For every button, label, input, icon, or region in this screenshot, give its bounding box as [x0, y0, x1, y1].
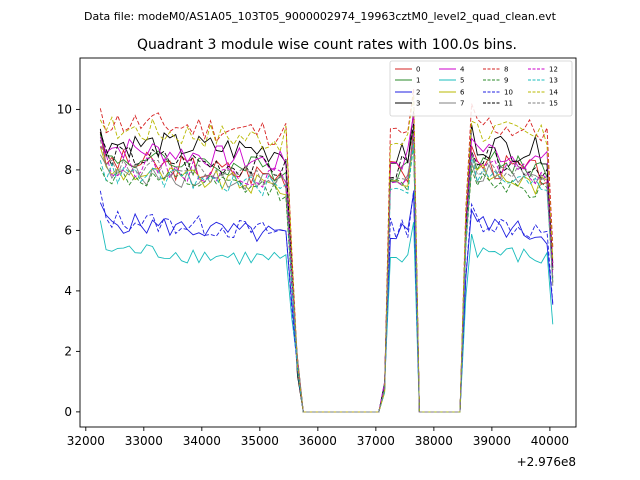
legend-label-10: 10	[504, 89, 513, 97]
y-tick-label: 0	[64, 405, 72, 419]
legend-label-5: 5	[460, 77, 464, 85]
series-lines	[99, 88, 554, 413]
x-tick-label: 39000	[473, 434, 511, 448]
legend-label-1: 1	[416, 77, 420, 85]
series-line-13	[99, 142, 554, 413]
y-tick-label: 4	[64, 284, 72, 298]
legend-label-7: 7	[460, 100, 464, 108]
series-line-15	[99, 136, 554, 413]
series-line-5	[99, 220, 554, 413]
legend-label-6: 6	[460, 89, 465, 97]
x-tick-label: 38000	[415, 434, 453, 448]
legend-label-9: 9	[504, 77, 508, 85]
x-tick-label: 35000	[241, 434, 279, 448]
y-tick-label: 8	[64, 163, 72, 177]
data-file-label: Data file: modeM0/AS1A05_103T05_90000029…	[84, 10, 557, 23]
series-line-2	[99, 193, 554, 413]
series-line-8	[99, 88, 554, 413]
series-line-6	[99, 139, 554, 413]
x-tick-label: 36000	[299, 434, 337, 448]
legend-label-14: 14	[549, 89, 558, 97]
x-axis: 32000 33000 34000 35000 36000 37000 38000 39000…	[67, 427, 569, 448]
x-tick-label: 33000	[125, 434, 163, 448]
legend-label-11: 11	[504, 100, 513, 108]
chart-title: Quadrant 3 module wise count rates with …	[137, 37, 517, 53]
legend-frame	[389, 60, 573, 117]
legend-label-12: 12	[549, 66, 558, 74]
series-line-14	[99, 95, 554, 413]
series-line-9	[99, 145, 554, 413]
y-axis: 0 2 4 6 8 10	[57, 102, 80, 419]
y-tick-label: 2	[64, 344, 72, 358]
series-line-10	[99, 190, 554, 413]
x-tick-label: 34000	[183, 434, 221, 448]
series-line-7	[99, 142, 554, 413]
legend-label-13: 13	[549, 77, 558, 85]
legend-label-4: 4	[460, 66, 465, 74]
y-tick-label: 10	[57, 102, 72, 116]
x-tick-label: 37000	[357, 434, 395, 448]
plot-area-frame	[79, 57, 577, 428]
y-tick-label: 6	[64, 223, 72, 237]
legend-label-0: 0	[416, 66, 420, 74]
legend-label-8: 8	[504, 66, 508, 74]
x-tick-label: 32000	[67, 434, 105, 448]
x-offset-label: +2.976e8	[517, 455, 576, 469]
x-tick-label: 40000	[531, 434, 569, 448]
legend-label-3: 3	[416, 100, 420, 108]
series-line-11	[99, 123, 554, 413]
legend-label-15: 15	[549, 100, 558, 108]
series-line-3	[99, 111, 554, 413]
legend-label-2: 2	[416, 89, 420, 97]
